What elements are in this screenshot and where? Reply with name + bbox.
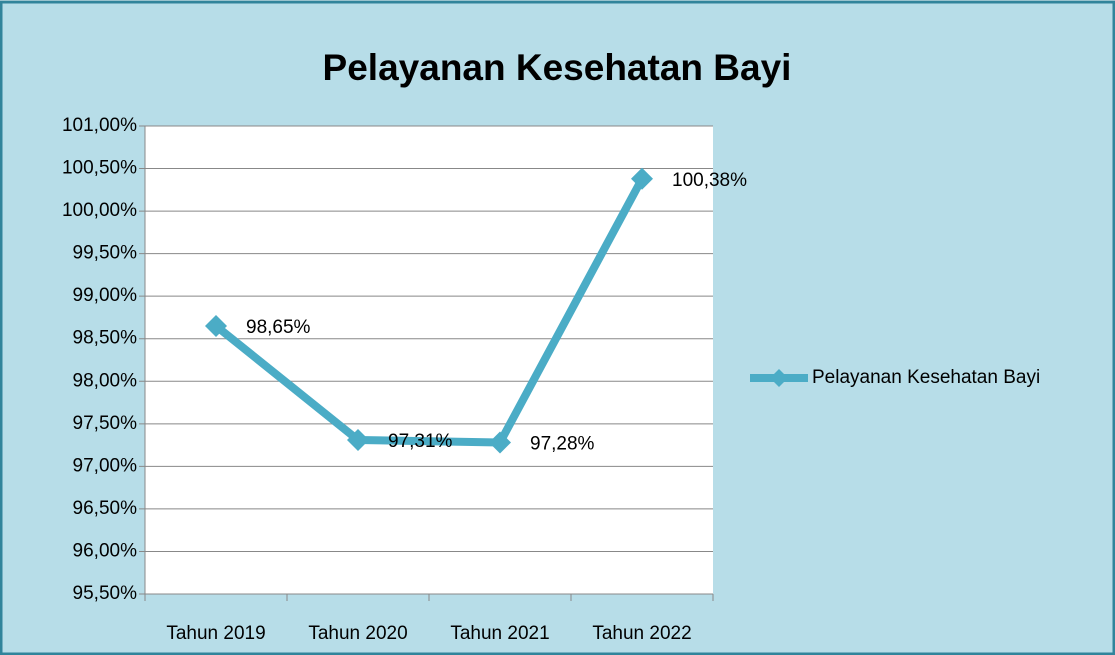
y-tick-label: 97,50% xyxy=(73,413,138,434)
marker xyxy=(489,431,511,454)
y-tick-label: 99,00% xyxy=(73,285,138,306)
y-tick-label: 101,00% xyxy=(62,115,137,136)
y-tick-label: 96,00% xyxy=(73,540,138,561)
y-tick-label: 98,00% xyxy=(73,370,138,391)
data-label: 100,38% xyxy=(672,170,747,191)
series-line xyxy=(213,176,646,447)
data-label: 98,65% xyxy=(246,317,311,338)
x-tick-label: Tahun 2022 xyxy=(592,623,691,644)
y-tick-label: 99,50% xyxy=(73,243,138,264)
x-tick-label: Tahun 2019 xyxy=(166,623,265,644)
y-tick-label: 95,50% xyxy=(73,583,138,604)
y-tick-label: 100,00% xyxy=(62,200,137,221)
y-tick-label: 100,50% xyxy=(62,158,137,179)
data-label: 97,28% xyxy=(530,434,595,455)
marker xyxy=(631,167,653,190)
chart-title: Pelayanan Kesehatan Bayi xyxy=(323,47,792,88)
data-label: 97,31% xyxy=(388,431,453,452)
y-tick-label: 97,00% xyxy=(73,455,138,476)
x-tick-label: Tahun 2021 xyxy=(450,623,549,644)
legend-marker xyxy=(770,369,788,387)
y-tick-label: 98,50% xyxy=(73,328,138,349)
y-tick-label: 96,50% xyxy=(73,498,138,519)
marker xyxy=(205,314,227,337)
plot-area xyxy=(145,126,713,594)
x-tick-label: Tahun 2020 xyxy=(308,623,407,644)
legend-label: Pelayanan Kesehatan Bayi xyxy=(812,367,1040,388)
marker xyxy=(347,428,369,451)
